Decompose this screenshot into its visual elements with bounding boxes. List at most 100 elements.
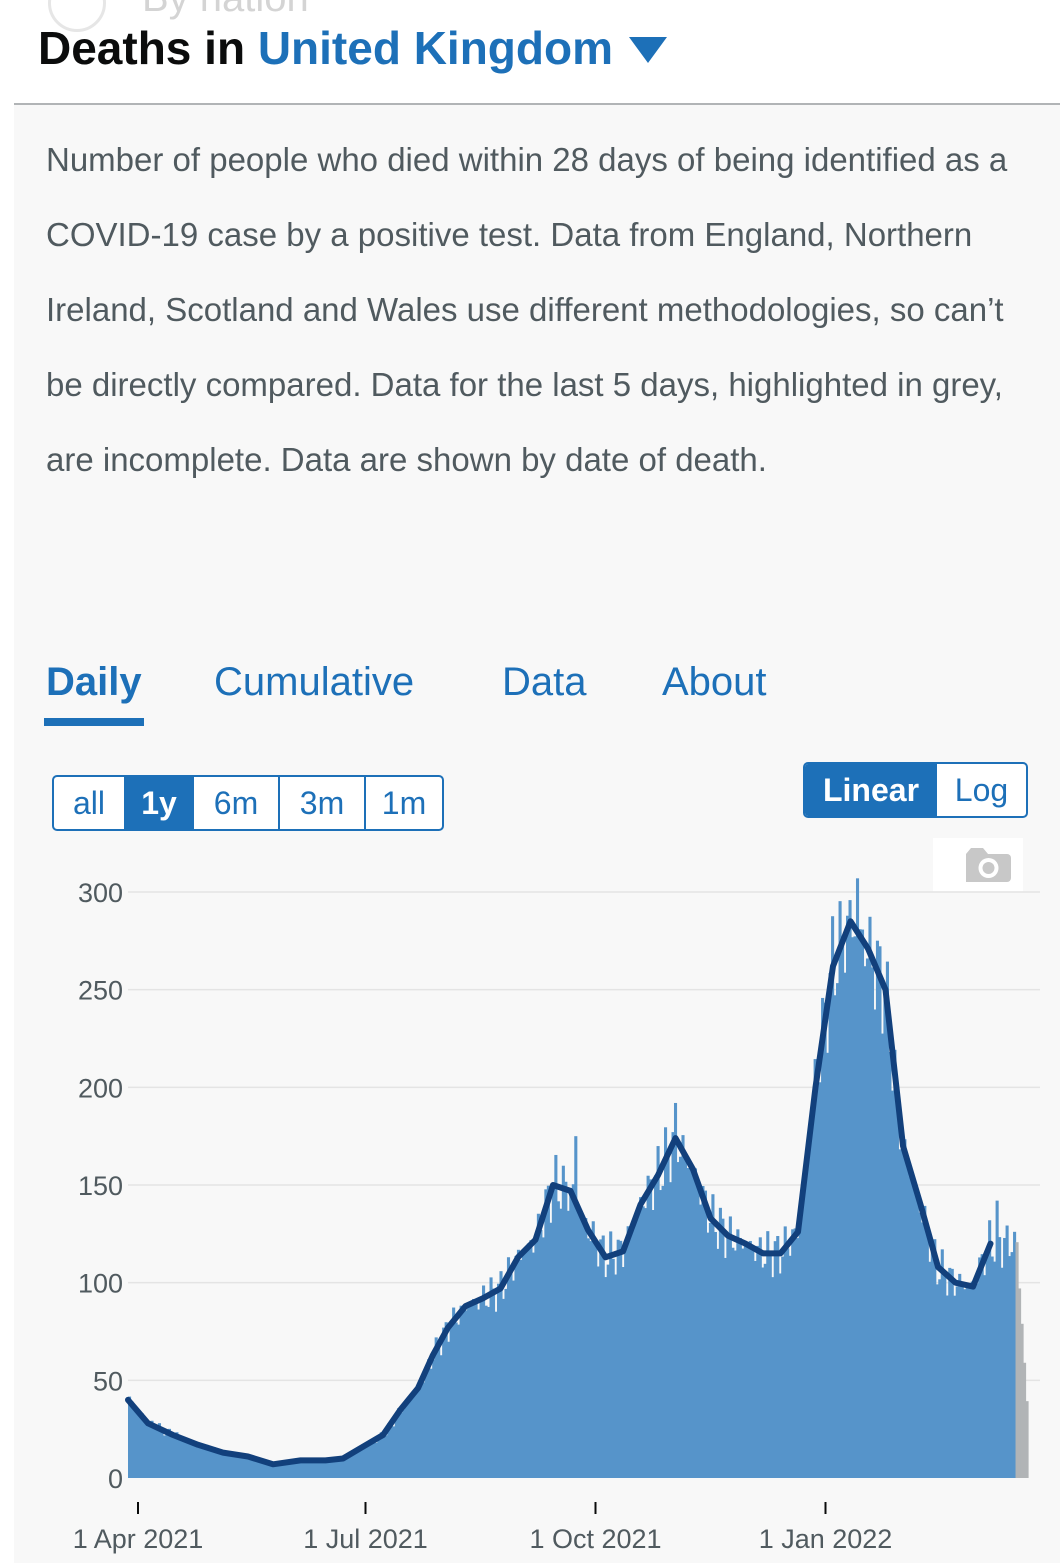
daily-bar	[726, 1234, 730, 1478]
daily-bar	[152, 1428, 157, 1478]
daily-bar	[945, 1295, 949, 1478]
daily-bar	[841, 936, 845, 1478]
daily-bar	[250, 1457, 254, 1478]
daily-bar	[377, 1438, 381, 1478]
daily-bar	[245, 1456, 249, 1478]
daily-bar	[442, 1327, 446, 1478]
daily-bar	[880, 1033, 884, 1478]
y-tick-label: 150	[78, 1171, 123, 1201]
daily-bar	[890, 1090, 894, 1478]
daily-bar	[766, 1231, 770, 1478]
daily-bar	[998, 1237, 1002, 1478]
daily-bar	[128, 1396, 132, 1478]
daily-bar	[793, 1228, 797, 1478]
daily-bar	[509, 1270, 513, 1478]
tab-data[interactable]: Data	[502, 660, 587, 704]
scale-linear-button[interactable]: Linear	[805, 764, 937, 816]
daily-bar	[616, 1239, 620, 1478]
daily-bar	[561, 1165, 565, 1478]
daily-bar	[287, 1461, 291, 1478]
daily-bar	[716, 1248, 720, 1478]
daily-bar	[429, 1368, 433, 1478]
daily-bar	[768, 1253, 772, 1478]
daily-bar	[549, 1222, 553, 1478]
daily-bar	[893, 1049, 897, 1478]
daily-bar	[399, 1412, 403, 1478]
daily-bar	[439, 1355, 443, 1478]
daily-bar	[494, 1311, 498, 1478]
daily-bar	[666, 1148, 670, 1478]
daily-bar	[459, 1305, 463, 1478]
daily-bar	[170, 1437, 174, 1478]
daily-bar	[147, 1422, 152, 1478]
daily-bar	[419, 1382, 423, 1478]
daily-bar	[985, 1249, 989, 1478]
daily-bar	[803, 1164, 807, 1478]
daily-bar	[711, 1194, 715, 1478]
x-tick-label: 1 Apr 2021	[73, 1524, 204, 1554]
daily-bar	[180, 1440, 184, 1478]
daily-bar	[187, 1441, 191, 1478]
daily-bar	[938, 1279, 942, 1478]
daily-bar	[175, 1432, 179, 1478]
daily-bar	[384, 1435, 388, 1478]
daily-bar	[995, 1200, 999, 1478]
daily-bar	[300, 1460, 304, 1478]
daily-bar	[846, 915, 850, 1478]
daily-bar	[277, 1462, 281, 1478]
daily-bar	[514, 1255, 518, 1478]
range-6m-button[interactable]: 6m	[194, 777, 280, 829]
daily-bar	[511, 1280, 516, 1478]
range-all-button[interactable]: all	[54, 777, 126, 829]
daily-bar	[993, 1261, 997, 1478]
daily-bar	[821, 997, 825, 1478]
range-1y-button[interactable]: 1y	[126, 777, 194, 829]
daily-bar	[940, 1249, 944, 1478]
daily-bar	[741, 1248, 745, 1478]
daily-bar	[791, 1229, 795, 1478]
daily-bar	[262, 1461, 266, 1478]
daily-bar	[140, 1413, 144, 1478]
daily-bar	[913, 1184, 917, 1478]
daily-bar	[499, 1271, 503, 1478]
daily-bar	[988, 1220, 992, 1478]
daily-bar	[723, 1257, 727, 1478]
daily-bar	[369, 1440, 373, 1478]
daily-bar	[828, 973, 832, 1478]
daily-bar	[626, 1226, 630, 1478]
daily-bar	[781, 1256, 785, 1478]
daily-bar	[818, 1082, 822, 1478]
daily-bar	[237, 1454, 241, 1478]
location-selector[interactable]: United Kingdom	[258, 22, 668, 74]
daily-bar	[539, 1229, 543, 1478]
tab-daily[interactable]: Daily	[46, 660, 142, 704]
daily-bar	[529, 1240, 533, 1478]
daily-bar	[808, 1145, 812, 1478]
daily-bar	[831, 916, 835, 1478]
daily-bar	[297, 1460, 301, 1478]
daily-bar	[925, 1228, 929, 1478]
incomplete-bar	[1023, 1362, 1027, 1478]
daily-bar	[885, 961, 889, 1478]
scale-log-button[interactable]: Log	[954, 771, 1009, 808]
daily-bar	[212, 1447, 216, 1478]
tab-cumulative[interactable]: Cumulative	[214, 660, 415, 704]
daily-bar	[813, 1059, 817, 1478]
daily-bar	[878, 946, 882, 1478]
range-3m-button[interactable]: 3m	[280, 777, 366, 829]
daily-bar	[960, 1285, 964, 1478]
daily-bar	[935, 1284, 939, 1478]
range-1m-button[interactable]: 1m	[381, 784, 427, 821]
daily-bar	[192, 1442, 196, 1478]
daily-bar	[536, 1213, 540, 1478]
download-image-button[interactable]	[933, 838, 1023, 892]
daily-bar	[232, 1453, 236, 1478]
x-tick-label: 1 Jul 2021	[303, 1524, 428, 1554]
daily-bar	[718, 1207, 722, 1478]
daily-bar	[339, 1457, 343, 1478]
tab-about[interactable]: About	[662, 660, 767, 704]
daily-bar	[496, 1283, 501, 1478]
daily-bar	[252, 1457, 256, 1478]
daily-bar	[447, 1341, 451, 1478]
daily-bar	[778, 1273, 782, 1478]
